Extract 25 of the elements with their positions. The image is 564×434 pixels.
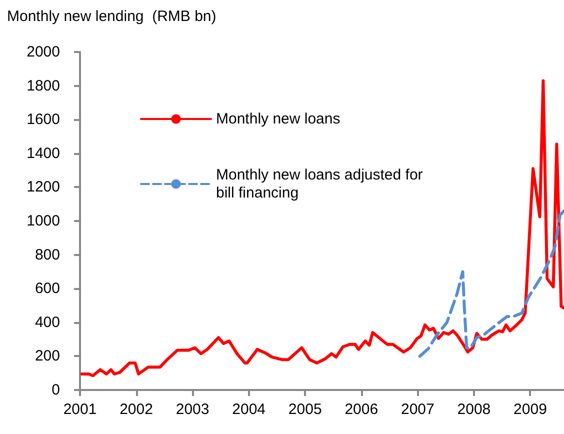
x-tick-label: 2004 — [232, 401, 266, 418]
x-tick-label: 2007 — [400, 401, 434, 418]
y-tick-label: 600 — [34, 280, 60, 298]
x-tick-label: 2008 — [457, 401, 491, 418]
x-tick-label: 2009 — [514, 401, 547, 418]
y-tick-label: 400 — [34, 314, 60, 331]
line-series — [418, 209, 564, 358]
y-tick-label: 1600 — [26, 111, 60, 128]
y-tick-label: 0 — [52, 382, 60, 398]
y-tick-label: 200 — [34, 348, 60, 365]
x-tick-label: 2003 — [176, 401, 210, 418]
line-series — [80, 79, 564, 378]
legend-label: Monthly new loans adjusted for bill financing — [216, 166, 427, 202]
x-tick-label: 2001 — [63, 401, 97, 418]
legend-label: Monthly new loans — [216, 110, 340, 128]
x-tick-label: 2002 — [120, 401, 153, 418]
x-tick-label: 2005 — [288, 401, 322, 418]
y-tick-label: 800 — [34, 246, 60, 264]
x-tick-label: 2006 — [344, 401, 378, 418]
y-tick-label: 1200 — [26, 178, 60, 196]
y-tick-label: 1000 — [26, 212, 60, 230]
y-tick-label: 1800 — [26, 77, 60, 94]
y-tick-label: 2000 — [26, 44, 60, 60]
y-tick-label: 1400 — [26, 144, 60, 162]
chart-title: Monthly new lending (RMB bn) — [7, 8, 216, 25]
